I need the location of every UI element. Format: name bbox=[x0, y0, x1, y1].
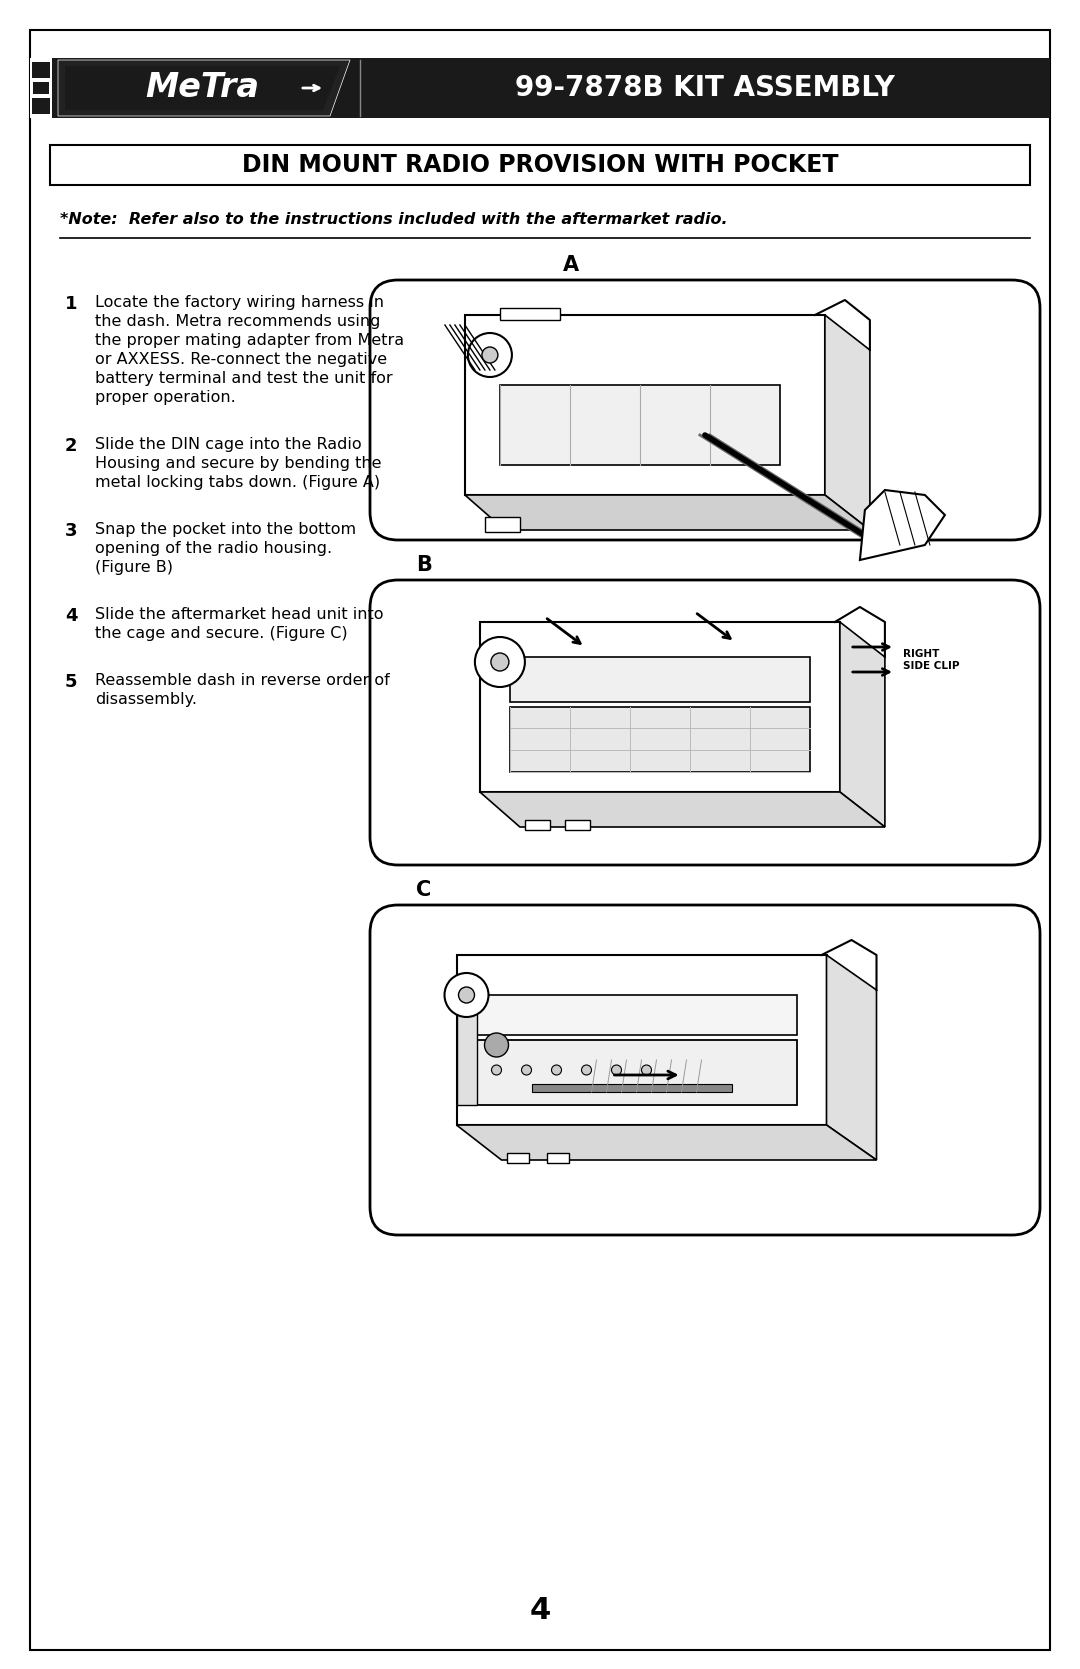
Circle shape bbox=[491, 653, 509, 671]
Polygon shape bbox=[58, 60, 350, 117]
Text: 4: 4 bbox=[529, 1596, 551, 1624]
Polygon shape bbox=[860, 491, 945, 561]
Bar bbox=[525, 819, 550, 829]
Circle shape bbox=[611, 1065, 621, 1075]
Polygon shape bbox=[840, 623, 885, 828]
Bar bbox=[565, 819, 590, 829]
Polygon shape bbox=[464, 315, 825, 496]
Text: 2: 2 bbox=[65, 437, 78, 456]
Text: (Figure B): (Figure B) bbox=[95, 561, 173, 576]
Text: Reassemble dash in reverse order of: Reassemble dash in reverse order of bbox=[95, 673, 390, 688]
Bar bbox=[531, 1083, 731, 1092]
Bar bbox=[500, 309, 559, 320]
Text: the proper mating adapter from Metra: the proper mating adapter from Metra bbox=[95, 334, 404, 349]
Bar bbox=[476, 1040, 797, 1105]
Text: 3: 3 bbox=[65, 522, 78, 541]
Text: battery terminal and test the unit for: battery terminal and test the unit for bbox=[95, 371, 393, 386]
Text: 4: 4 bbox=[65, 608, 78, 624]
Bar bbox=[30, 78, 52, 98]
Bar bbox=[30, 58, 52, 118]
Text: disassembly.: disassembly. bbox=[95, 693, 197, 708]
Bar bbox=[33, 82, 49, 93]
Circle shape bbox=[522, 1065, 531, 1075]
Text: 99-7878B KIT ASSEMBLY: 99-7878B KIT ASSEMBLY bbox=[515, 73, 895, 102]
Text: A: A bbox=[563, 255, 579, 275]
Polygon shape bbox=[480, 623, 840, 793]
Circle shape bbox=[642, 1065, 651, 1075]
Circle shape bbox=[491, 1065, 501, 1075]
FancyBboxPatch shape bbox=[370, 581, 1040, 865]
Text: proper operation.: proper operation. bbox=[95, 391, 235, 406]
Circle shape bbox=[445, 973, 488, 1016]
Polygon shape bbox=[65, 67, 340, 110]
Polygon shape bbox=[826, 955, 877, 1160]
Polygon shape bbox=[457, 955, 826, 1125]
Text: the dash. Metra recommends using: the dash. Metra recommends using bbox=[95, 314, 380, 329]
Text: Locate the factory wiring harness in: Locate the factory wiring harness in bbox=[95, 295, 384, 310]
Bar bbox=[485, 517, 519, 532]
Polygon shape bbox=[825, 315, 869, 531]
Bar bbox=[510, 708, 810, 773]
Text: or AXXESS. Re-connect the negative: or AXXESS. Re-connect the negative bbox=[95, 352, 387, 367]
FancyBboxPatch shape bbox=[370, 905, 1040, 1235]
Text: Housing and secure by bending the: Housing and secure by bending the bbox=[95, 456, 381, 471]
Text: Slide the aftermarket head unit into: Slide the aftermarket head unit into bbox=[95, 608, 383, 623]
Bar bbox=[50, 145, 1030, 185]
Polygon shape bbox=[464, 496, 869, 531]
Bar bbox=[476, 995, 797, 1035]
Text: B: B bbox=[416, 556, 432, 576]
Bar bbox=[500, 386, 780, 466]
Circle shape bbox=[459, 986, 474, 1003]
Text: 5: 5 bbox=[65, 673, 78, 691]
Bar bbox=[30, 58, 1050, 118]
Circle shape bbox=[468, 334, 512, 377]
Bar bbox=[546, 1153, 568, 1163]
Circle shape bbox=[581, 1065, 592, 1075]
Text: RIGHT
SIDE CLIP: RIGHT SIDE CLIP bbox=[903, 649, 959, 671]
Polygon shape bbox=[457, 1125, 877, 1160]
Text: opening of the radio housing.: opening of the radio housing. bbox=[95, 541, 333, 556]
Polygon shape bbox=[480, 793, 885, 828]
Bar bbox=[507, 1153, 528, 1163]
FancyBboxPatch shape bbox=[370, 280, 1040, 541]
Circle shape bbox=[475, 638, 525, 688]
Bar bbox=[32, 62, 50, 113]
Text: Slide the DIN cage into the Radio: Slide the DIN cage into the Radio bbox=[95, 437, 362, 452]
Circle shape bbox=[552, 1065, 562, 1075]
Circle shape bbox=[485, 1033, 509, 1056]
Bar bbox=[510, 658, 810, 703]
Text: MeTra: MeTra bbox=[145, 72, 259, 105]
Text: *Note:  Refer also to the instructions included with the aftermarket radio.: *Note: Refer also to the instructions in… bbox=[60, 212, 728, 227]
Circle shape bbox=[482, 347, 498, 362]
Text: 1: 1 bbox=[65, 295, 78, 314]
Text: the cage and secure. (Figure C): the cage and secure. (Figure C) bbox=[95, 626, 348, 641]
Text: DIN MOUNT RADIO PROVISION WITH POCKET: DIN MOUNT RADIO PROVISION WITH POCKET bbox=[242, 154, 838, 177]
Text: Snap the pocket into the bottom: Snap the pocket into the bottom bbox=[95, 522, 356, 537]
Text: metal locking tabs down. (Figure A): metal locking tabs down. (Figure A) bbox=[95, 476, 380, 491]
Bar bbox=[457, 995, 476, 1105]
Text: C: C bbox=[416, 880, 431, 900]
